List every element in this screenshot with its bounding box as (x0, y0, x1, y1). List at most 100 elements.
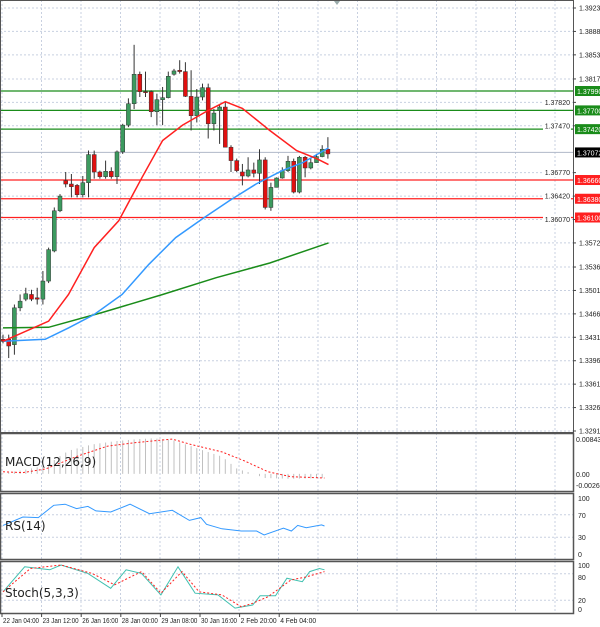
bearish-candle-body (183, 71, 188, 97)
support-level-tag (575, 212, 600, 223)
time-label: 28 Jan 00:00 (122, 618, 158, 625)
candle (126, 98, 131, 128)
price-tick-label: 1.38880 (579, 29, 600, 36)
rsi-line (2, 503, 325, 536)
bearish-candle-body (69, 183, 74, 187)
bullish-candle-body (80, 182, 86, 195)
bearish-candle-body (251, 169, 257, 174)
candle (291, 158, 296, 194)
bullish-candle-body (297, 157, 302, 193)
bullish-candle-body (103, 171, 108, 177)
time-label: 26 Jan 16:00 (82, 618, 118, 625)
candle (86, 150, 91, 198)
candle (17, 294, 23, 312)
candle (200, 83, 205, 101)
price-tick-label: 1.36770 (545, 170, 570, 177)
current-price-tag (575, 147, 600, 158)
price-tick-label-bg (543, 168, 571, 178)
moving-average-slow (2, 242, 329, 329)
support-level-label: 1.36100 (577, 215, 600, 222)
rsi-label: RS(14) (5, 519, 46, 533)
stoch-tick-label: 0 (578, 607, 582, 614)
time-label: 29 Jan 08:00 (161, 618, 197, 625)
bearish-candle-body (205, 87, 211, 125)
bearish-candle-body (234, 160, 239, 171)
panel-frame (0, 560, 575, 615)
bearish-candle-body (291, 161, 296, 193)
bearish-candle-body (148, 91, 154, 112)
bearish-candle-body (223, 106, 228, 148)
candle (154, 93, 160, 126)
time-label: 2 Feb 20:00 (241, 618, 277, 625)
candle (285, 155, 291, 172)
bearish-candle-body (177, 69, 182, 72)
candle (23, 287, 29, 302)
price-tick-label: 1.33260 (579, 405, 600, 412)
candle (308, 158, 314, 170)
price-tick-label: 1.34310 (579, 335, 600, 342)
rsi-tick-label: 70 (578, 513, 586, 520)
panel-frame (0, 432, 575, 493)
bullish-candle-body (131, 74, 137, 104)
candle (91, 150, 97, 179)
price-tick-label: 1.32910 (579, 429, 600, 436)
candle (109, 167, 114, 179)
bullish-candle-body (211, 112, 217, 125)
candle (0, 334, 6, 344)
bearish-candle-body (137, 74, 143, 92)
bullish-candle-body (257, 159, 262, 174)
candle (223, 102, 228, 148)
price-tick-label: 1.39230 (579, 6, 600, 13)
stoch-panel[interactable] (2, 564, 325, 609)
bullish-candle-body (274, 177, 279, 188)
candle (183, 62, 188, 98)
price-tick-label: 1.38170 (579, 76, 600, 83)
candle (80, 175, 86, 198)
candle (274, 177, 279, 188)
candle (240, 163, 245, 186)
candle (148, 90, 154, 118)
bullish-candle-body (171, 70, 177, 75)
stoch-tick-label: 20 (578, 598, 586, 605)
macd-panel[interactable] (2, 438, 325, 479)
candle (12, 304, 17, 355)
bearish-candle-body (63, 180, 68, 185)
bullish-candle-body (46, 249, 51, 282)
candle (120, 123, 125, 154)
candle (143, 71, 148, 98)
bearish-candle-body (109, 171, 114, 177)
panel-frame (0, 0, 574, 433)
price-tick-label: 1.33960 (579, 358, 600, 365)
bearish-candle-body (240, 171, 245, 177)
resistance-level-label: 1.37420 (577, 127, 600, 134)
bullish-candle-body (245, 169, 251, 177)
price-tick-label: 1.34660 (579, 311, 600, 318)
bullish-candle-body (200, 87, 205, 98)
bullish-candle-body (40, 280, 46, 300)
grid (0, 0, 573, 613)
bullish-candle-body (12, 307, 17, 345)
bearish-candle-body (97, 171, 103, 177)
bullish-candle-body (166, 76, 171, 98)
candle (211, 109, 217, 131)
candle (228, 145, 234, 172)
bullish-candle-body (120, 124, 125, 153)
rsi-panel[interactable] (2, 503, 325, 536)
price-tick-label: 1.33610 (579, 382, 600, 389)
candle (69, 173, 74, 198)
price-tick-label-bg (543, 97, 571, 107)
time-label: 23 Jan 12:00 (43, 618, 79, 625)
candle (177, 60, 182, 74)
current-price-label: 1.37072 (577, 150, 600, 157)
bearish-candle-body (228, 146, 234, 161)
moving-average-fast (2, 100, 329, 342)
price-tick-label-bg (543, 121, 571, 131)
price-panel[interactable] (0, 44, 573, 359)
stoch-tick-label: 100 (578, 563, 590, 570)
support-level-label: 1.36660 (577, 178, 600, 185)
stoch-tick-label: 80 (578, 575, 586, 582)
candle (63, 171, 68, 188)
candle (40, 271, 46, 305)
price-tick-label: 1.36420 (545, 194, 570, 201)
